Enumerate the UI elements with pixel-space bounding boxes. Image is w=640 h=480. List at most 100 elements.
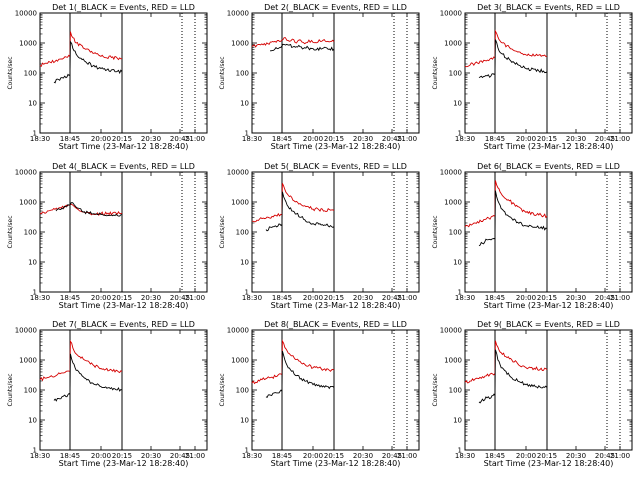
y-tick-label: 10 [240,417,249,425]
y-tick-label: 1000 [19,357,37,365]
series-line-events [265,191,335,232]
x-tick-label: 20:00 [516,135,536,143]
chart-title: Det 7(_BLACK = Events, RED = LLD [52,320,195,329]
series-line-events [53,40,123,84]
chart-panel-2: Det 2(_BLACK = Events, RED = LLD 1 10 100 10… [219,3,420,151]
y-tick-label: 10000 [440,169,462,177]
x-tick-label: 21:00 [397,294,417,302]
x-tick-label: 20:30 [141,294,161,302]
x-tick-label: 20:15 [112,294,132,302]
series-line-events [265,350,335,399]
series-line-events [53,353,123,402]
y-axis-label: Counts/sec [7,56,14,89]
x-axis-label: Start Time (23-Mar-12 18:28:40) [59,142,189,151]
x-axis-label: Start Time (23-Mar-12 18:28:40) [484,459,614,468]
y-tick-label: 10 [240,259,249,267]
chart-panel-4: Det 4(_BLACK = Events, RED = LLD 1 10 100 10… [7,162,208,310]
chart-title: Det 5(_BLACK = Events, RED = LLD [264,162,407,171]
x-tick-label: 21:00 [610,452,630,460]
y-tick-label: 10000 [227,327,249,335]
series-line-events [478,190,548,247]
y-tick-label: 1000 [19,199,37,207]
x-tick-label: 20:15 [112,135,132,143]
y-tick-label: 10 [453,259,462,267]
x-tick-label: 20:30 [353,135,373,143]
x-tick-label: 18:30 [30,135,50,143]
x-tick-label: 20:15 [324,294,344,302]
y-axis-label: Counts/sec [219,215,226,248]
y-axis-label: Counts/sec [219,56,226,89]
series-line-events [478,39,548,79]
y-tick-label: 1 [245,289,249,297]
x-tick-label: 20:00 [516,452,536,460]
y-tick-label: 1 [245,130,249,138]
x-tick-label: 20:15 [537,452,557,460]
y-tick-label: 10000 [15,327,37,335]
y-tick-label: 100 [24,229,37,237]
plot-frame [39,329,208,451]
x-tick-label: 20:00 [91,452,111,460]
x-axis-label: Start Time (23-Mar-12 18:28:40) [59,459,189,468]
x-tick-label: 20:15 [537,135,557,143]
x-tick-label: 20:45 [170,135,190,143]
x-tick-label: 18:30 [30,452,50,460]
x-tick-label: 21:00 [397,135,417,143]
x-tick-label: 20:45 [382,294,402,302]
x-tick-label: 20:45 [170,452,190,460]
chart-panel-3: Det 3(_BLACK = Events, RED = LLD 1 10 100 10… [432,3,633,151]
y-tick-label: 100 [236,387,249,395]
y-tick-label: 1000 [19,40,37,48]
x-tick-label: 21:00 [185,135,205,143]
y-tick-label: 100 [236,229,249,237]
x-tick-label: 18:30 [242,294,262,302]
series-line-lld [464,29,548,68]
x-tick-label: 20:15 [324,452,344,460]
chart-panel-7: Det 7(_BLACK = Events, RED = LLD 1 10 100 10… [7,320,208,468]
x-tick-label: 20:30 [141,452,161,460]
y-tick-label: 1 [33,130,37,138]
x-tick-label: 20:45 [170,294,190,302]
x-tick-label: 18:30 [455,452,475,460]
series-line-lld [251,37,335,48]
y-tick-label: 10000 [440,10,462,18]
chart-title: Det 6(_BLACK = Events, RED = LLD [477,162,620,171]
x-tick-label: 20:45 [382,452,402,460]
chart-title: Det 3(_BLACK = Events, RED = LLD [477,3,620,12]
x-tick-label: 18:45 [272,135,292,143]
series-line-lld [251,339,335,385]
x-tick-label: 18:45 [60,452,80,460]
chart-title: Det 9(_BLACK = Events, RED = LLD [477,320,620,329]
x-tick-label: 20:00 [303,294,323,302]
x-tick-label: 20:30 [566,135,586,143]
x-axis-label: Start Time (23-Mar-12 18:28:40) [484,142,614,151]
y-tick-label: 1 [458,447,462,455]
series-line-lld [464,340,548,384]
x-tick-label: 20:45 [595,452,615,460]
y-tick-label: 1000 [231,40,249,48]
chart-panel-9: Det 9(_BLACK = Events, RED = LLD 1 10 100 10… [432,320,633,468]
x-tick-label: 18:30 [30,294,50,302]
y-tick-label: 100 [449,387,462,395]
chart-panel-8: Det 8(_BLACK = Events, RED = LLD 1 10 100 10… [219,320,420,468]
x-tick-label: 18:45 [272,452,292,460]
x-tick-label: 21:00 [397,452,417,460]
y-axis-label: Counts/sec [7,215,14,248]
series-line-lld [39,31,123,68]
x-tick-label: 18:30 [455,135,475,143]
x-axis-label: Start Time (23-Mar-12 18:28:40) [59,301,189,310]
x-tick-label: 20:30 [566,452,586,460]
x-tick-label: 20:15 [537,294,557,302]
chart-panel-6: Det 6(_BLACK = Events, RED = LLD 1 10 100 10… [432,162,633,310]
x-tick-label: 20:30 [566,294,586,302]
x-tick-label: 21:00 [185,294,205,302]
x-axis-label: Start Time (23-Mar-12 18:28:40) [484,301,614,310]
y-tick-label: 10 [28,417,37,425]
series-line-events [270,43,335,52]
y-axis-label: Counts/sec [432,215,439,248]
x-tick-label: 20:00 [516,294,536,302]
x-tick-label: 20:30 [141,135,161,143]
x-tick-label: 20:45 [595,135,615,143]
series-line-lld [251,183,335,223]
x-tick-label: 18:45 [485,452,505,460]
